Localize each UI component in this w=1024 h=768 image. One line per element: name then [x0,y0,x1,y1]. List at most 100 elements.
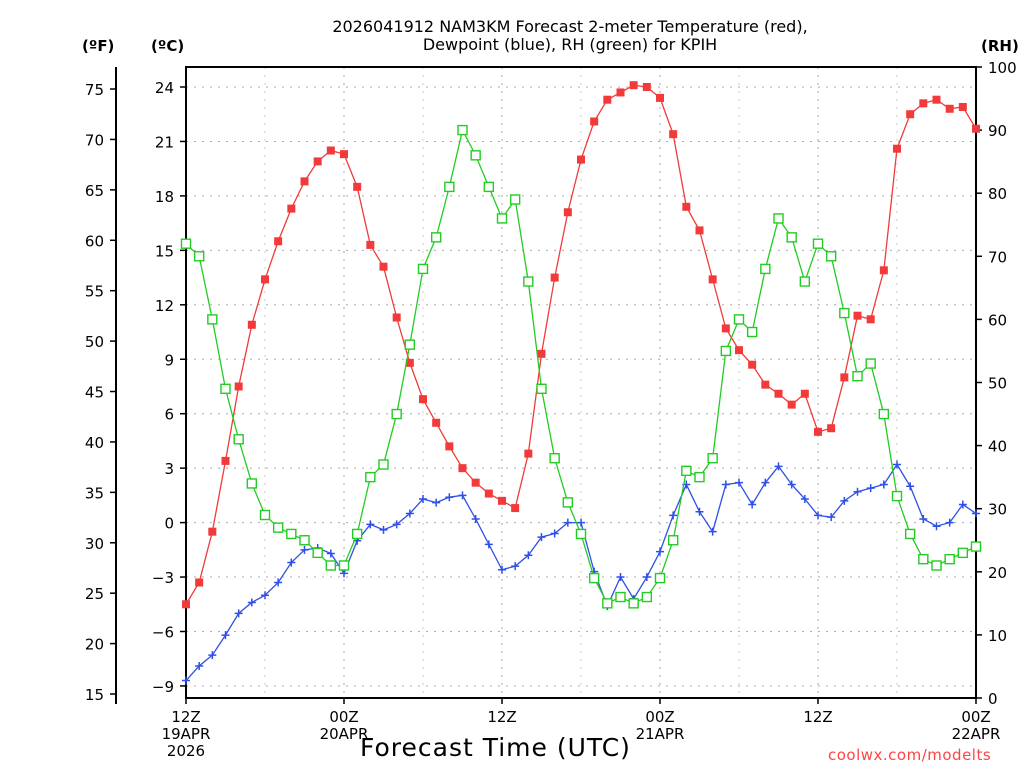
dewpoint-point [695,507,704,516]
temperature-point [893,144,901,153]
dewpoint-point [735,478,743,487]
temperature-point [287,204,296,213]
temperature-point [827,424,836,433]
rh-tick-label: 10 [988,627,1007,645]
rh-point [786,232,797,243]
rh-point [220,383,231,395]
temperature-point [919,99,928,108]
dewpoint-point [669,511,678,520]
dewpoint-point [958,500,967,509]
temperature-point [300,177,309,186]
temperature-point [616,88,625,97]
x-axis-title: Forecast Time (UTC) [360,733,631,762]
celsius-tick-label: 24 [155,79,174,97]
rh-tick-label: 80 [988,185,1007,203]
rh-point [286,528,297,540]
temperature-point [603,95,612,104]
rh-point [391,408,402,420]
dewpoint-point [708,527,717,536]
rh-point [944,553,955,565]
dewpoint-point [471,514,480,523]
temperature-point [221,456,230,465]
celsius-tick-label: −9 [152,678,174,696]
temperature-point [471,478,480,487]
rh-point [325,560,337,571]
dewpoint-point [247,598,256,607]
fahrenheit-tick-label: 60 [85,232,104,250]
dewpoint-point [261,591,269,600]
rh-tick-label: 50 [988,375,1007,393]
rh-point [430,232,442,243]
celsius-tick-label: 6 [164,406,174,424]
dewpoint-point [366,520,375,529]
temperature-point [669,130,678,139]
rh-point [444,181,455,193]
rh-tick-label: 100 [988,59,1017,77]
dewpoint-point [932,522,941,531]
dewpoint-point [787,480,796,489]
x-tick-label: 22APR [952,725,1001,743]
dewpoint-point [616,573,625,582]
dewpoint-point [287,558,296,567]
fahrenheit-tick-label: 25 [85,585,104,603]
temperature-point [458,464,467,473]
temperature-point [958,102,967,111]
dewpoint-point [774,462,783,471]
temperature-point [708,275,717,284]
celsius-tick-label: −6 [152,624,174,642]
dewpoint-point [879,480,888,489]
dewpoint-point [550,529,559,538]
dewpoint-point [234,609,243,618]
rh-point [272,522,284,533]
dewpoint-point [563,518,572,527]
rh-point [233,434,244,445]
temperature-point [656,93,664,102]
dewpoint-point [577,518,585,527]
dewpoint-point [814,511,822,520]
rh-point [760,263,771,275]
x-tick-label: 19APR [162,725,211,743]
rh-point [746,326,758,338]
temperature-point [879,266,888,275]
dewpoint-point [182,676,190,685]
temperature-point [274,237,283,246]
credit-link[interactable]: coolwx.com/modelts [828,746,992,764]
rh-point [575,528,587,540]
temperature-point [945,104,954,113]
dewpoint-point [392,520,401,529]
dewpoint-point [642,573,651,582]
dewpoint-point [432,498,441,507]
temperature-point [577,155,585,164]
rh-point [733,314,745,325]
dewpoint-point [906,482,915,491]
rh-point [852,370,863,382]
celsius-tick-label: 0 [164,515,174,533]
x-tick-label: 21APR [636,725,685,743]
rh-point [602,598,613,609]
rh-point [417,263,429,275]
temperature-point [432,418,441,427]
temperature-point [800,389,809,398]
temperature-point [972,124,980,133]
temperature-point [866,315,875,324]
temperature-point [932,95,941,104]
dewpoint-point [893,460,901,469]
rh-point [825,251,837,262]
rh-point [496,213,508,224]
fahrenheit-tick-label: 65 [85,182,104,200]
dewpoint-point [866,484,875,493]
dewpoint-point [972,509,980,518]
dewpoint-point [511,562,520,571]
temperature-point [748,360,757,369]
rh-point [536,383,547,395]
rh-axis-label: (RH) [981,37,1019,55]
rh-point [549,453,560,464]
dewpoint-point [524,551,533,560]
temperature-point [511,504,520,513]
x-tick-label: 00Z [329,708,358,726]
rh-point [773,213,784,224]
temperature-point [326,146,335,155]
dewpoint-point [919,514,928,523]
rh-point [681,465,692,477]
rh-point [878,408,890,420]
